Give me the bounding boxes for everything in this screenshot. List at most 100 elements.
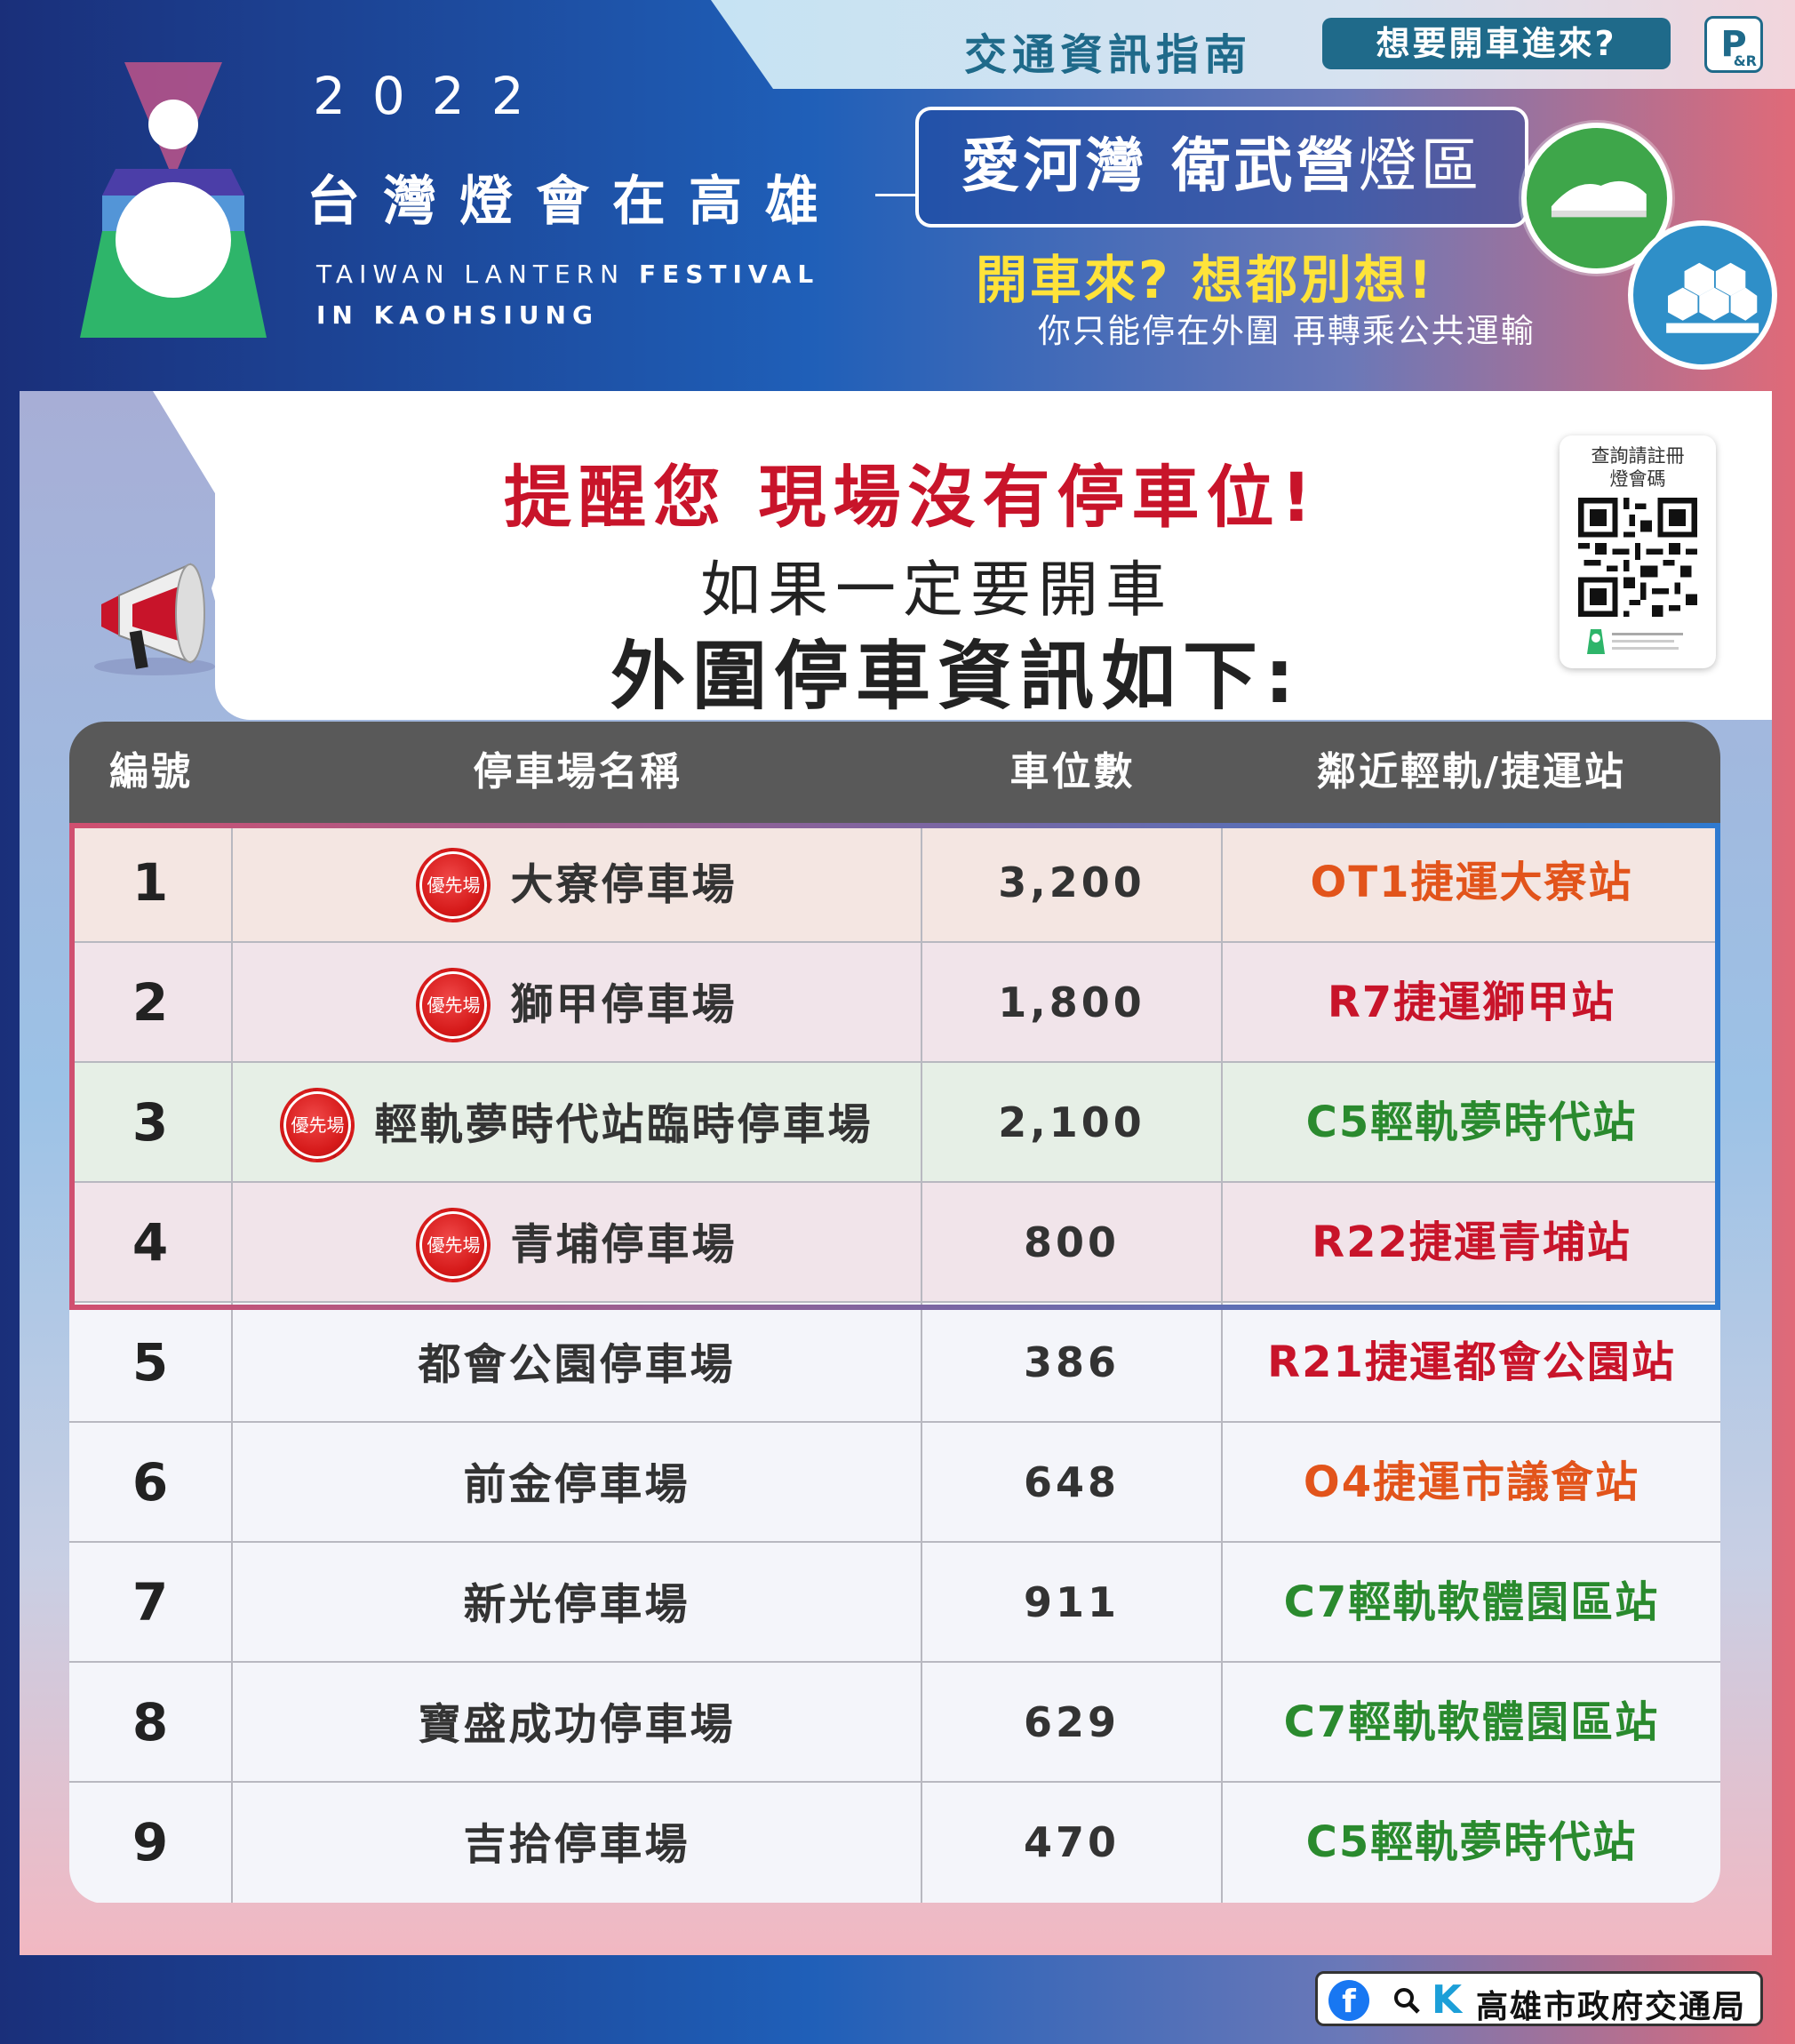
slogan: 開車來? 想都別想! bbox=[976, 250, 1435, 310]
parking-lot-name: 優先場 獅甲停車場 bbox=[233, 943, 922, 1063]
row-number-text: 7 bbox=[132, 1572, 169, 1633]
nearby-station-text: O4捷運市議會站 bbox=[1303, 1457, 1640, 1507]
row-number-text: 5 bbox=[132, 1332, 169, 1393]
festival-title-zh: 台灣燈會在高雄 bbox=[307, 171, 842, 233]
parking-lot-name: 吉拾停車場 bbox=[233, 1783, 922, 1903]
header-nearby-station: 鄰近輕軌/捷運站 bbox=[1316, 749, 1627, 794]
search-icon bbox=[1394, 1988, 1420, 2014]
parking-capacity-text: 470 bbox=[1023, 1818, 1121, 1866]
festival-title-en-line1: TAIWAN LANTERN FESTIVAL bbox=[316, 259, 819, 289]
table-row: 5 都會公園停車場 386 R21捷運都會公園站 bbox=[69, 1303, 1720, 1423]
priority-lot-icon: 優先場 bbox=[416, 968, 491, 1042]
nearby-station: R21捷運都會公園站 bbox=[1223, 1303, 1720, 1423]
table-row: 8 寶盛成功停車場 629 C7輕軌軟體園區站 bbox=[69, 1663, 1720, 1783]
drive-question-pill: 想要開車進來? bbox=[1322, 18, 1671, 69]
nearby-station-text: R22捷運青埔站 bbox=[1312, 1218, 1631, 1267]
parking-capacity-text: 648 bbox=[1023, 1458, 1121, 1506]
nearby-station: R7捷運獅甲站 bbox=[1223, 943, 1720, 1063]
facebook-icon[interactable]: f bbox=[1328, 1980, 1369, 2021]
festival-year: 2022 bbox=[313, 66, 551, 126]
parking-lot-name: 前金停車場 bbox=[233, 1423, 922, 1543]
parking-capacity: 629 bbox=[922, 1663, 1223, 1783]
parking-lot-name-text: 輕軌夢時代站臨時停車場 bbox=[374, 1099, 874, 1150]
row-number: 2 bbox=[69, 943, 233, 1063]
nearby-station-text: OT1捷運大寮站 bbox=[1310, 858, 1633, 907]
header: 交通資訊指南 想要開車進來? P &R 2022 台灣燈會在高雄 TAIWAN L… bbox=[0, 0, 1795, 391]
parking-lot-name-text: 青埔停車場 bbox=[510, 1219, 738, 1270]
row-number-text: 6 bbox=[132, 1452, 169, 1513]
nearby-station-text: C5輕軌夢時代站 bbox=[1305, 1098, 1638, 1147]
megaphone-icon bbox=[94, 563, 244, 675]
parking-lot-name: 優先場 青埔停車場 bbox=[233, 1183, 922, 1303]
festival-title-en-line2: IN KAOHSIUNG bbox=[316, 300, 599, 330]
park-and-ride-icon: P &R bbox=[1704, 16, 1763, 73]
table-row: 4 優先場 青埔停車場 800 R22捷運青埔站 bbox=[69, 1183, 1720, 1303]
table-header: 編號 停車場名稱 車位數 鄰近輕軌/捷運站 bbox=[69, 722, 1720, 823]
table-row: 7 新光停車場 911 C7輕軌軟體園區站 bbox=[69, 1543, 1720, 1663]
nearby-station: C7輕軌軟體園區站 bbox=[1223, 1663, 1720, 1783]
if-must-drive-text: 如果一定要開車 bbox=[700, 555, 1174, 626]
parking-capacity: 2,100 bbox=[922, 1063, 1223, 1183]
parking-capacity: 800 bbox=[922, 1183, 1223, 1303]
parking-capacity-text: 3,200 bbox=[998, 858, 1145, 906]
area-name: 愛河灣 衛武營 bbox=[961, 132, 1359, 200]
nearby-station: C7輕軌軟體園區站 bbox=[1223, 1543, 1720, 1663]
title-connector-line bbox=[875, 194, 915, 196]
parking-capacity-text: 2,100 bbox=[998, 1098, 1145, 1146]
pr-icon-small: &R bbox=[1733, 52, 1757, 69]
row-number-text: 4 bbox=[132, 1212, 169, 1273]
header-capacity: 車位數 bbox=[1009, 749, 1136, 794]
nearby-station: OT1捷運大寮站 bbox=[1223, 823, 1720, 943]
priority-lot-icon: 優先場 bbox=[416, 848, 491, 922]
priority-lot-icon: 優先場 bbox=[280, 1088, 355, 1162]
parking-capacity-text: 386 bbox=[1023, 1338, 1121, 1386]
qr-code-icon[interactable] bbox=[1578, 498, 1697, 617]
parking-lot-name-text: 寶盛成功停車場 bbox=[418, 1699, 736, 1750]
festival-en-light: TAIWAN LANTERN bbox=[316, 259, 639, 289]
row-number: 9 bbox=[69, 1783, 233, 1903]
area-suffix: 燈區 bbox=[1358, 132, 1483, 200]
header-lot-name: 停車場名稱 bbox=[473, 749, 682, 794]
header-number: 編號 bbox=[109, 749, 193, 794]
parking-lot-name: 新光停車場 bbox=[233, 1543, 922, 1663]
parking-capacity-text: 800 bbox=[1023, 1218, 1121, 1266]
table-row: 9 吉拾停車場 470 C5輕軌夢時代站 bbox=[69, 1783, 1720, 1903]
lantern-code-logo-icon bbox=[1587, 629, 1683, 654]
outer-parking-heading: 外圍停車資訊如下: bbox=[610, 633, 1302, 720]
row-number: 4 bbox=[69, 1183, 233, 1303]
parking-capacity: 648 bbox=[922, 1423, 1223, 1543]
parking-lot-name-text: 前金停車場 bbox=[463, 1459, 690, 1510]
parking-lot-name-text: 獅甲停車場 bbox=[510, 979, 738, 1030]
no-parking-reminder: 提醒您 現場沒有停車位! bbox=[504, 458, 1320, 537]
kaohsiung-transport-logo-icon: K bbox=[1432, 1977, 1463, 2023]
row-number: 3 bbox=[69, 1063, 233, 1183]
row-number-text: 9 bbox=[132, 1812, 169, 1872]
table-row: 6 前金停車場 648 O4捷運市議會站 bbox=[69, 1423, 1720, 1543]
row-number: 7 bbox=[69, 1543, 233, 1663]
row-number-text: 2 bbox=[132, 972, 169, 1033]
parking-capacity: 3,200 bbox=[922, 823, 1223, 943]
row-number: 8 bbox=[69, 1663, 233, 1783]
parking-capacity-text: 629 bbox=[1023, 1698, 1121, 1746]
parking-capacity: 911 bbox=[922, 1543, 1223, 1663]
nearby-station-text: R21捷運都會公園站 bbox=[1267, 1337, 1676, 1387]
organization-name: 高雄市政府交通局 bbox=[1476, 1989, 1747, 2025]
guide-title: 交通資訊指南 bbox=[964, 30, 1253, 80]
parking-lot-name-text: 都會公園停車場 bbox=[418, 1339, 736, 1390]
row-number: 6 bbox=[69, 1423, 233, 1543]
pr-icon-letter: P bbox=[1720, 24, 1747, 65]
parking-lot-name: 都會公園停車場 bbox=[233, 1303, 922, 1423]
parking-lot-name-text: 新光停車場 bbox=[463, 1579, 690, 1630]
parking-table: 編號 停車場名稱 車位數 鄰近輕軌/捷運站 1 優先場 大寮停車場 3,200 OT1捷… bbox=[69, 722, 1720, 1904]
nearby-station: R22捷運青埔站 bbox=[1223, 1183, 1720, 1303]
table-row: 1 優先場 大寮停車場 3,200 OT1捷運大寮站 bbox=[69, 823, 1720, 943]
nearby-station-text: C5輕軌夢時代站 bbox=[1305, 1817, 1638, 1867]
nearby-station-text: C7輕軌軟體園區站 bbox=[1283, 1577, 1660, 1627]
parking-lot-name: 寶盛成功停車場 bbox=[233, 1663, 922, 1783]
qr-code-card[interactable]: 查詢請註冊燈會碼 bbox=[1560, 435, 1716, 668]
lantern-area-box: 愛河灣 衛武營燈區 bbox=[915, 107, 1528, 228]
parking-capacity-text: 1,800 bbox=[998, 978, 1145, 1026]
row-number: 1 bbox=[69, 823, 233, 943]
nearby-station: C5輕軌夢時代站 bbox=[1223, 1783, 1720, 1903]
footer-credit[interactable]: f K 高雄市政府交通局 bbox=[1315, 1971, 1763, 2026]
